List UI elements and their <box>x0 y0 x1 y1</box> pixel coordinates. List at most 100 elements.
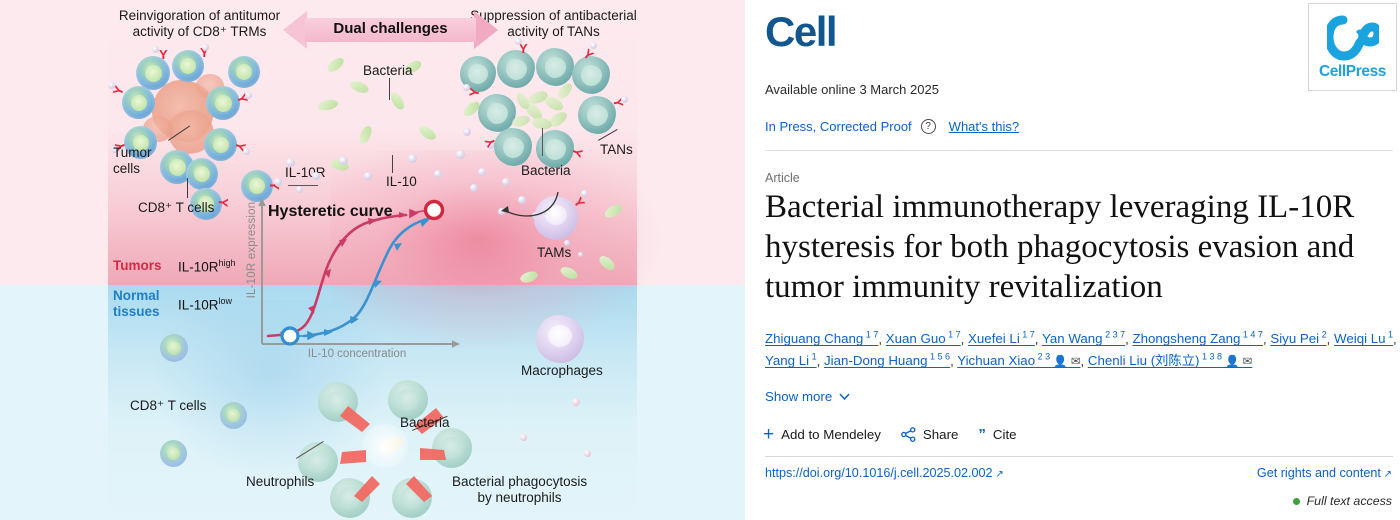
share-button[interactable]: Share <box>900 427 958 442</box>
leader-line-cd8 <box>187 178 188 198</box>
action-bar: + Add to Mendeley Share ” Cite <box>763 425 1017 444</box>
il10-molecule <box>572 398 580 406</box>
il10r-knob-icon <box>152 46 163 57</box>
available-online-date: Available online 3 March 2025 <box>765 82 939 97</box>
il10-molecule <box>274 178 282 186</box>
author-affiliation-sup: 1 7 <box>863 330 879 340</box>
il10-molecule <box>434 170 442 178</box>
cd8-t-cell <box>160 334 188 362</box>
heading-right: Suppression of antibacterial activity of… <box>466 8 641 41</box>
get-rights-link[interactable]: Get rights and content ↗ <box>1257 466 1392 480</box>
cite-button[interactable]: ” Cite <box>978 427 1016 442</box>
author-name[interactable]: Xuefei Li 1 7 <box>968 330 1035 347</box>
cd8-t-cell <box>204 128 237 161</box>
author-affiliation-sup: 2 3 7 <box>1102 330 1126 340</box>
author-profile-icon[interactable]: 👤 <box>1050 356 1068 369</box>
author-name[interactable]: Chenli Liu (刘陈立) 1 3 8 👤 ✉ <box>1087 351 1253 369</box>
show-more-label: Show more <box>765 389 833 404</box>
il10-molecule <box>486 140 495 149</box>
dual-challenges-banner: Dual challenges <box>283 11 498 49</box>
tan-cell <box>536 48 574 86</box>
author-name[interactable]: Weiqi Lu 1 <box>1334 330 1394 347</box>
il10r-knob-icon <box>581 190 592 201</box>
label-bacteria-tans: Bacteria <box>521 163 571 178</box>
cd8-t-cell <box>190 188 222 220</box>
author-list: Zhiguang Chang 1 7, Xuan Guo 1 7, Xuefei… <box>765 328 1397 372</box>
add-to-mendeley-button[interactable]: + Add to Mendeley <box>763 425 881 444</box>
author-affiliation-sup: 1 4 7 <box>1240 330 1263 340</box>
cd8-t-cell <box>122 86 155 119</box>
graphical-abstract: Reinvigoration of antitumor activity of … <box>0 0 745 520</box>
tan-cell <box>572 56 610 94</box>
tam-uptake-arrow-icon <box>501 191 559 217</box>
tan-cell <box>497 50 535 88</box>
doi-text: https://doi.org/10.1016/j.cell.2025.02.0… <box>765 466 993 480</box>
leader-line-bacteria-top <box>389 78 390 100</box>
author-name[interactable]: Zhongsheng Zang 1 4 7 <box>1132 330 1263 347</box>
chart-x-axis-label: IL-10 concentration <box>307 348 407 360</box>
author-email-icon[interactable]: ✉ <box>1239 356 1253 369</box>
external-link-icon: ↗ <box>992 469 1004 480</box>
leader-line-il10r <box>288 185 318 186</box>
author-separator: , <box>960 331 969 347</box>
label-macrophages: Macrophages <box>521 363 603 378</box>
author-separator: , <box>950 353 958 369</box>
author-separator: , <box>1326 331 1335 347</box>
author-profile-icon[interactable]: 👤 <box>1221 356 1240 369</box>
full-text-access-label: Full text access <box>1306 494 1392 508</box>
chart-title: Hysteretic curve <box>268 203 393 220</box>
author-name[interactable]: Jian-Dong Huang 1 5 6 <box>824 351 951 369</box>
il10-molecule <box>312 172 320 180</box>
status-badge[interactable]: In Press, Corrected Proof <box>765 119 912 134</box>
cellpress-infinity-icon <box>1326 15 1379 60</box>
label-tams: TAMs <box>537 245 572 260</box>
il10-molecule <box>518 196 526 204</box>
author-name[interactable]: Xuan Guo 1 7 <box>885 330 961 347</box>
status-row: In Press, Corrected Proof ? What's this? <box>765 119 1019 134</box>
macrophage-cell <box>536 315 584 363</box>
hysteretic-curve-chart: IL-10R expression IL-10 concentration <box>244 196 474 371</box>
band-label-il10r-low: IL-10Rlow <box>178 296 233 313</box>
whats-this-link[interactable]: What's this? <box>948 119 1020 134</box>
cell-journal-logo[interactable]: Cell <box>765 8 838 55</box>
author-name[interactable]: Yang Li 1 <box>765 351 817 369</box>
author-name[interactable]: Yichuan Xiao 2 3 👤 ✉ <box>957 351 1081 369</box>
heading-left: Reinvigoration of antitumor activity of … <box>112 8 287 41</box>
label-cd8-t-cells-top: CD8⁺ T cells <box>138 200 215 215</box>
share-nodes-icon <box>900 427 916 442</box>
author-name[interactable]: Yan Wang 2 3 7 <box>1041 330 1126 347</box>
question-mark-icon[interactable]: ? <box>920 119 936 134</box>
arrow-bar <box>305 18 476 42</box>
doi-link[interactable]: https://doi.org/10.1016/j.cell.2025.02.0… <box>765 466 1004 480</box>
il10-molecule <box>364 172 372 180</box>
cd8-t-cell <box>124 126 157 159</box>
dual-challenges-label: Dual challenges <box>333 20 448 37</box>
author-affiliation-sup: 1 3 8 <box>1199 351 1222 362</box>
il10-molecule <box>578 252 583 257</box>
author-affiliation-sup: 2 3 <box>1035 351 1051 362</box>
tam-cell <box>534 196 578 240</box>
divider-bottom <box>765 456 1393 457</box>
author-email-icon[interactable]: ✉ <box>1067 356 1081 369</box>
heading-left-line2: activity of CD8⁺ TRMs <box>132 24 267 40</box>
il10-molecule <box>463 128 471 136</box>
il10-molecule <box>339 156 348 165</box>
full-text-access-badge: Full text access <box>1292 494 1392 508</box>
chart-svg <box>258 198 460 348</box>
label-cd8-t-cells-bottom: CD8⁺ T cells <box>130 398 207 413</box>
il10-molecule <box>296 186 303 193</box>
author-name[interactable]: Siyu Pei 2 <box>1270 330 1327 347</box>
cellpress-wordmark: CellPress <box>1318 62 1387 80</box>
show-more-button[interactable]: Show more <box>765 389 850 404</box>
il10-molecule <box>498 208 505 215</box>
author-affiliation-sup: 2 <box>1319 330 1327 340</box>
cellpress-logo[interactable]: CellPress <box>1308 3 1397 91</box>
article-panel: Cell CellPress Available online 3 March … <box>745 0 1400 520</box>
author-name[interactable]: Zhiguang Chang 1 7 <box>765 330 879 347</box>
cd8-t-cell <box>206 86 240 120</box>
author-separator: , <box>1125 331 1133 347</box>
chart-y-axis-label: IL-10R expression <box>246 201 258 299</box>
label-il10: IL-10 <box>386 174 417 189</box>
author-separator: , <box>1034 331 1042 347</box>
